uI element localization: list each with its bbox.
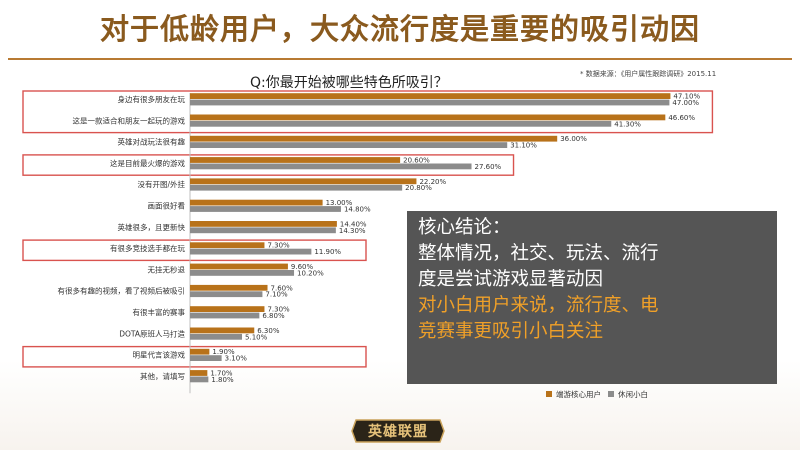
category-label: 画面很好看 bbox=[148, 201, 186, 211]
value-label-core: 47.10% bbox=[673, 93, 700, 101]
category-label: 这是目前最火爆的游戏 bbox=[110, 158, 185, 168]
bar-casual bbox=[190, 312, 260, 319]
conclusion-highlight-line: 对小白用户来说，流行度、电 bbox=[418, 295, 659, 316]
category-label: 无挂无秒退 bbox=[148, 264, 186, 274]
conclusion-line: 整体情况，社交、玩法、流行 bbox=[418, 243, 659, 264]
value-label-casual: 27.60% bbox=[475, 163, 502, 171]
bar-casual bbox=[190, 248, 312, 255]
bar-core bbox=[190, 348, 210, 355]
bar-core bbox=[190, 370, 208, 376]
bar-core bbox=[190, 327, 255, 334]
bar-casual bbox=[190, 291, 263, 298]
bar-core bbox=[190, 199, 323, 206]
bar-core bbox=[190, 263, 288, 270]
conclusion-line: 度是尝试游戏显著动因 bbox=[418, 269, 604, 290]
value-label-casual: 7.10% bbox=[265, 291, 288, 299]
highlight-box bbox=[22, 239, 367, 262]
category-label: 有很多竞技选手都在玩 bbox=[110, 243, 185, 253]
value-label-casual: 1.80% bbox=[211, 376, 234, 384]
value-label-casual: 10.20% bbox=[297, 269, 324, 277]
conclusion-panel bbox=[407, 211, 777, 384]
bar-casual bbox=[190, 99, 670, 106]
bar-core bbox=[190, 242, 265, 249]
value-label-core: 7.30% bbox=[267, 306, 290, 314]
bar-casual bbox=[190, 120, 612, 127]
category-label: 英雄很多，且更新快 bbox=[118, 222, 186, 232]
highlight-box bbox=[22, 154, 515, 176]
value-label-casual: 31.10% bbox=[510, 142, 537, 150]
value-label-core: 6.30% bbox=[257, 327, 280, 335]
bar-casual bbox=[190, 270, 295, 276]
bar-core bbox=[190, 93, 671, 99]
value-label-casual: 5.10% bbox=[245, 333, 268, 341]
value-label-core: 22.20% bbox=[419, 178, 446, 186]
value-label-casual: 47.00% bbox=[672, 99, 699, 107]
bar-casual bbox=[190, 142, 508, 148]
conclusion-heading: 核心结论： bbox=[418, 217, 511, 238]
chart-title: Q:你最开始被哪些特色所吸引？ bbox=[250, 75, 448, 91]
legend-swatch-casual bbox=[608, 391, 614, 397]
logo-emblem bbox=[351, 419, 445, 443]
legend-label-casual: 休闲小白 bbox=[618, 390, 648, 399]
value-label-casual: 41.30% bbox=[614, 120, 641, 128]
value-label-casual: 6.80% bbox=[262, 312, 285, 320]
value-label-core: 7.60% bbox=[271, 284, 294, 292]
bar-core bbox=[190, 284, 268, 291]
bar-core bbox=[190, 178, 417, 185]
brand-logo: 英雄联盟 bbox=[350, 418, 446, 444]
value-label-core: 14.40% bbox=[340, 220, 367, 228]
slide-title: 对于低龄用户，大众流行度是重要的吸引动因 bbox=[99, 12, 700, 46]
bar-core bbox=[190, 114, 666, 121]
legend-swatch-core bbox=[546, 391, 552, 397]
category-label: 英雄对战玩法很有趣 bbox=[118, 137, 186, 147]
bar-casual bbox=[190, 184, 403, 191]
category-label: 其他，请填写 bbox=[140, 371, 185, 381]
legend-label-core: 端游核心用户 bbox=[556, 390, 601, 399]
category-label: 身边有很多朋友在玩 bbox=[118, 94, 186, 104]
category-label: DOTA原班人马打造 bbox=[119, 328, 185, 338]
bar-casual bbox=[190, 227, 336, 234]
logo-wordmark: 英雄联盟 bbox=[368, 424, 428, 440]
value-label-core: 13.00% bbox=[326, 199, 353, 207]
value-label-casual: 20.80% bbox=[405, 184, 432, 192]
value-label-casual: 14.80% bbox=[344, 206, 371, 214]
value-label-core: 20.60% bbox=[403, 157, 430, 165]
value-label-core: 1.70% bbox=[210, 370, 233, 378]
category-label: 有很丰富的赛事 bbox=[133, 307, 186, 317]
bar-core bbox=[190, 157, 401, 163]
highlight-box bbox=[22, 90, 714, 134]
value-label-casual: 3.10% bbox=[225, 355, 248, 363]
category-label: 没有开图/外挂 bbox=[137, 179, 185, 189]
value-label-core: 36.00% bbox=[560, 135, 587, 143]
conclusion-highlight-line: 竞赛事更吸引小白关注 bbox=[418, 321, 604, 342]
category-label: 这是一款适合和朋友一起玩的游戏 bbox=[73, 115, 186, 125]
bar-core bbox=[190, 135, 558, 142]
value-label-casual: 11.90% bbox=[314, 248, 341, 256]
bar-casual bbox=[190, 333, 243, 340]
value-label-core: 1.90% bbox=[212, 348, 235, 356]
chart-source-note: * 数据来源：《用户属性跟踪调研》2015.11 bbox=[580, 70, 717, 78]
bar-casual bbox=[190, 206, 341, 212]
bar-core bbox=[190, 221, 337, 227]
category-label: 有很多有趣的视频，看了视频后被吸引 bbox=[58, 286, 186, 296]
value-label-casual: 14.30% bbox=[339, 227, 366, 235]
bar-core bbox=[190, 306, 265, 312]
value-label-core: 46.60% bbox=[668, 114, 695, 122]
title-divider bbox=[8, 58, 792, 60]
highlight-box bbox=[22, 345, 367, 368]
bar-casual bbox=[190, 163, 472, 170]
category-label: 明星代言该游戏 bbox=[133, 350, 186, 360]
bar-casual bbox=[190, 376, 209, 383]
value-label-core: 7.30% bbox=[267, 242, 290, 250]
bar-casual bbox=[190, 355, 222, 361]
value-label-core: 9.60% bbox=[291, 263, 314, 271]
